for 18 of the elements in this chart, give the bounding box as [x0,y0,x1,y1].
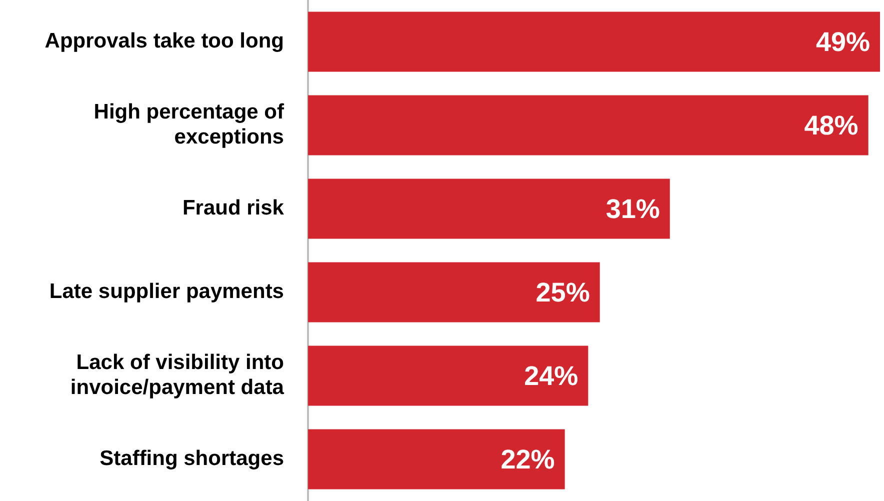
bar [308,429,565,490]
bar [308,12,880,72]
data-label: 22% [500,444,555,475]
bar [308,262,600,322]
y-tick-label: Approvals take too long [44,30,284,53]
data-label: 31% [606,194,660,224]
data-label: 48% [804,110,858,141]
data-label: 49% [816,27,870,58]
y-tick-label: Fraud risk [182,196,284,220]
data-label: 25% [536,278,590,308]
bar [308,346,588,406]
y-tick-label: Late supplier payments [49,280,284,304]
y-tick-label: Lack of visibility into invoice/payment data [70,350,284,400]
data-label: 24% [524,361,578,392]
bar [308,95,868,156]
y-tick-label: Staffing shortages [100,447,284,470]
y-tick-label: High percentage of exceptions [94,100,285,149]
bar [308,178,670,239]
